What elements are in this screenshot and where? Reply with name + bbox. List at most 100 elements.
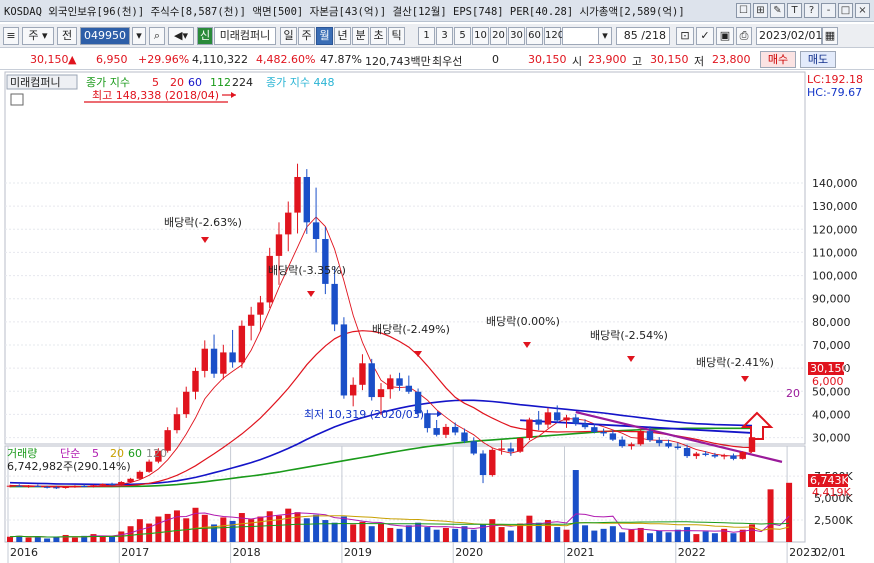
- period-tab-1[interactable]: 주: [298, 27, 315, 45]
- candle-body-12: [118, 482, 125, 485]
- period-select[interactable]: 주 ▾: [22, 27, 54, 45]
- dividend-marker-icon-2: [414, 351, 422, 357]
- interval-dropdown-icon[interactable]: ▾: [598, 27, 612, 45]
- count-total: /218: [641, 29, 666, 42]
- x-tick-date: 02/01: [814, 546, 846, 559]
- trend-label: 20: [786, 387, 800, 400]
- window-button-1[interactable]: ⊞: [753, 3, 768, 18]
- interval-tab-6[interactable]: 60: [526, 27, 543, 45]
- volume-ma-label: 단순: [60, 447, 80, 460]
- window-button-5[interactable]: -: [821, 3, 836, 18]
- volume-bar-77: [721, 528, 728, 542]
- candle-body-8: [81, 485, 88, 487]
- interval-tab-3[interactable]: 10: [472, 27, 489, 45]
- candle-body-22: [210, 348, 218, 374]
- turnover-pct: 47.87%: [320, 53, 362, 66]
- interval-tab-0[interactable]: 1: [418, 27, 435, 45]
- volume-bar-56: [526, 515, 533, 542]
- print-icon[interactable]: ⎙: [736, 27, 752, 45]
- stock-name-field[interactable]: 미래컴퍼니: [214, 27, 276, 45]
- candle-body-62: [581, 423, 589, 428]
- candle-body-34: [322, 239, 329, 284]
- candle-body-20: [192, 370, 199, 392]
- volume-bar-16: [155, 516, 162, 542]
- search-icon[interactable]: ⌕: [149, 27, 165, 45]
- prev-price-label: 6,000: [812, 375, 844, 388]
- interval-tab-2[interactable]: 5: [454, 27, 471, 45]
- price-tick-6: 70,000: [812, 339, 851, 352]
- volume-bar-34: [322, 520, 329, 542]
- interval-tab-1[interactable]: 3: [436, 27, 453, 45]
- buy-button[interactable]: 매수: [760, 51, 796, 68]
- chart-area[interactable]: 30,00040,00050,00060,00070,00080,00090,0…: [0, 71, 874, 563]
- x-tick-0: 2016: [10, 546, 38, 559]
- volume-bar-47: [442, 527, 449, 542]
- count-value: 85: [623, 29, 638, 42]
- volume-bar-10: [99, 536, 106, 542]
- menu-icon[interactable]: ≡: [3, 27, 19, 45]
- interval-tab-4[interactable]: 20: [490, 27, 507, 45]
- ma-period-4: 224: [232, 76, 253, 89]
- volume-bar-66: [619, 532, 626, 542]
- drawing-icon[interactable]: ✓: [696, 27, 714, 45]
- period-tab-2[interactable]: 월: [316, 27, 333, 45]
- interval-tab-7[interactable]: 120: [544, 27, 564, 45]
- volume-bar-71: [665, 532, 672, 542]
- code-dropdown-icon[interactable]: ▾: [132, 27, 146, 45]
- dividend-note-2: 배당락(-2.49%): [372, 323, 450, 336]
- table-icon[interactable]: [10, 93, 24, 106]
- calendar-icon[interactable]: ▦: [822, 27, 838, 45]
- window-button-0[interactable]: ☐: [736, 3, 751, 18]
- volume-bar-32: [303, 518, 310, 542]
- window-buttons: ☐ ⊞ ✎ T? - □ ×: [736, 3, 870, 18]
- candle-body-46: [433, 428, 440, 435]
- stock-code-input[interactable]: 049950: [80, 27, 130, 45]
- dividend-marker-icon-1: [307, 291, 315, 297]
- volume-bar-1: [16, 535, 23, 542]
- save-icon[interactable]: ▣: [716, 27, 734, 45]
- period-tab-4[interactable]: 분: [352, 27, 369, 45]
- count-field[interactable]: 85 /218: [616, 27, 670, 45]
- best-label: 최우선: [432, 55, 463, 68]
- stock-label-box: [6, 74, 78, 90]
- ma-label: 종가 지수: [86, 76, 130, 89]
- window-button-7[interactable]: ×: [855, 3, 870, 18]
- volume-title: 거래량: [7, 447, 37, 460]
- prev-button[interactable]: 전: [57, 27, 77, 45]
- price-tick-11: 120,000: [812, 223, 858, 236]
- volume-bar-6: [62, 534, 69, 542]
- candle-body-10: [99, 484, 106, 486]
- speaker-icon[interactable]: ◀▾: [168, 27, 194, 45]
- dividend-marker-icon-0: [201, 237, 209, 243]
- window-button-3[interactable]: T: [787, 3, 802, 18]
- date-field[interactable]: 2023/02/01: [756, 27, 822, 45]
- volume-ma-period-3: 120: [146, 447, 167, 460]
- volume-current-label: 6,743K: [810, 474, 849, 487]
- volume-bar-26: [248, 519, 255, 542]
- volume-bar-46: [433, 529, 440, 542]
- window-titlebar: KOSDAQ 외국인보유[96(천)] 주식수[8,587(천)] 액면[500…: [0, 0, 874, 22]
- chart-svg[interactable]: 30,00040,00050,00060,00070,00080,00090,0…: [0, 71, 874, 563]
- current-price-label: 30,150: [810, 362, 849, 375]
- volume-bar-82: [767, 489, 774, 542]
- window-button-2[interactable]: ✎: [770, 3, 785, 18]
- period-tab-6[interactable]: 틱: [388, 27, 405, 45]
- window-button-6[interactable]: □: [838, 3, 853, 18]
- candle-body-55: [516, 438, 524, 452]
- volume-bar-45: [424, 527, 431, 542]
- period-tab-5[interactable]: 초: [370, 27, 387, 45]
- period-tab-0[interactable]: 일: [280, 27, 297, 45]
- volume-bar-25: [238, 513, 245, 542]
- window-button-4[interactable]: ?: [804, 3, 819, 18]
- candle-body-63: [591, 427, 598, 433]
- fit-icon[interactable]: ⊡: [676, 27, 694, 45]
- candle-body-79: [739, 451, 746, 459]
- sell-button[interactable]: 매도: [800, 51, 836, 68]
- interval-tab-5[interactable]: 30: [508, 27, 525, 45]
- candle-body-4: [43, 486, 51, 488]
- period-tab-3[interactable]: 년: [334, 27, 351, 45]
- volume-bar-5: [53, 537, 60, 542]
- volume-bar-15: [146, 523, 153, 542]
- price-tick-10: 110,000: [812, 246, 858, 259]
- candle-body-73: [683, 447, 691, 457]
